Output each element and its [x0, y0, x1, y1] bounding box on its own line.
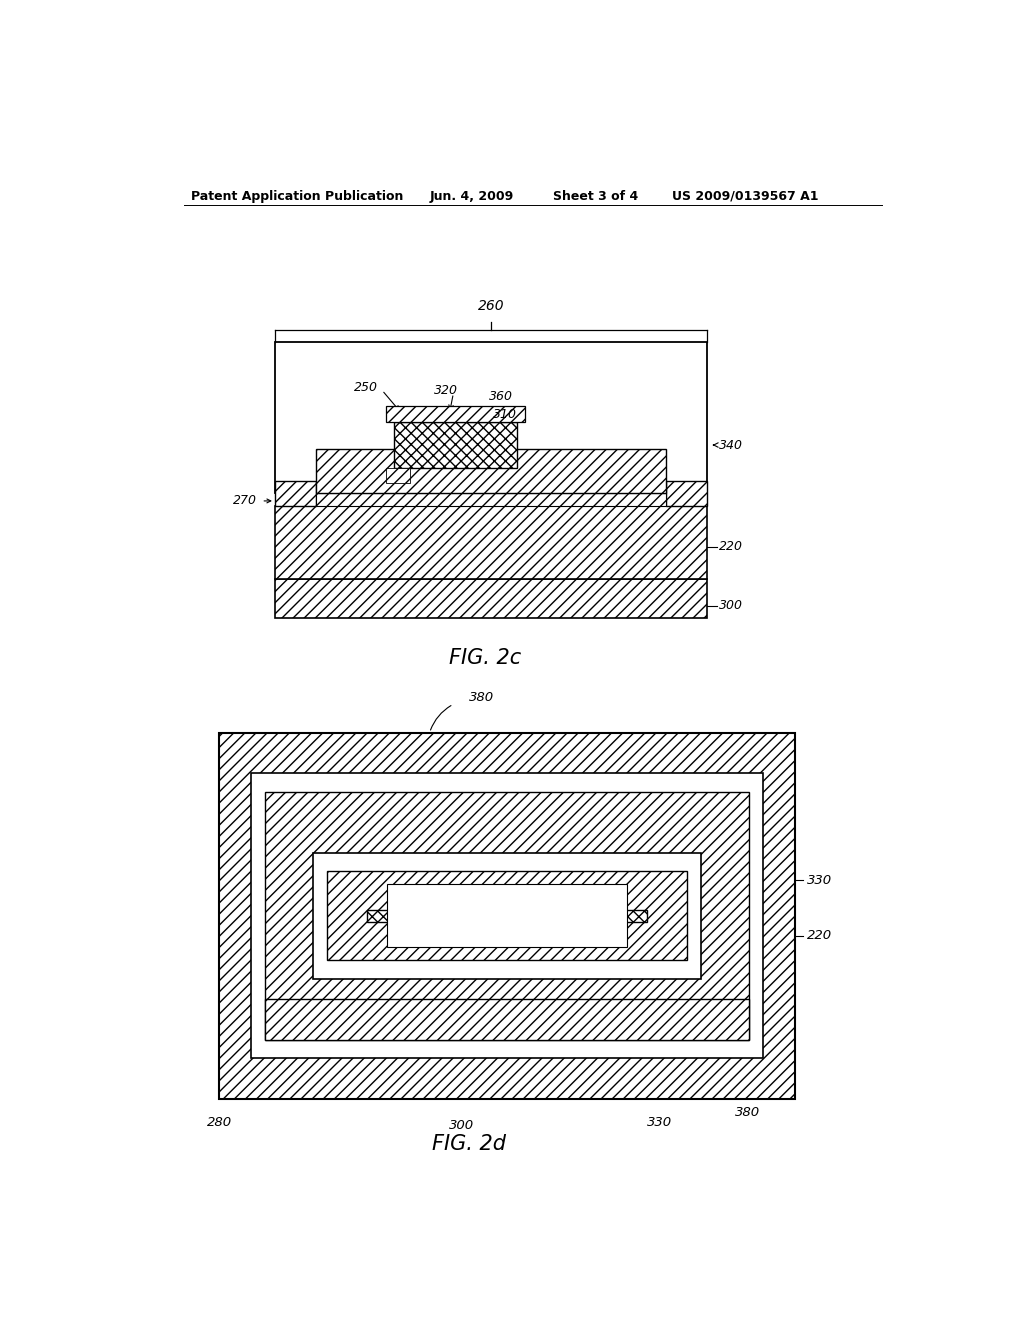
Bar: [328, 871, 687, 961]
Bar: [666, 480, 708, 506]
Text: Sheet 3 of 4: Sheet 3 of 4: [553, 190, 638, 202]
Bar: [219, 733, 795, 1098]
Text: 220: 220: [719, 540, 743, 553]
Bar: [274, 342, 708, 492]
Text: Patent Application Publication: Patent Application Publication: [191, 190, 403, 202]
Bar: [265, 999, 749, 1040]
Text: 320: 320: [433, 384, 458, 396]
Text: 250: 250: [354, 380, 378, 393]
Text: Jun. 4, 2009: Jun. 4, 2009: [430, 190, 514, 202]
Bar: [386, 469, 410, 483]
Bar: [367, 909, 647, 921]
Text: 300: 300: [719, 599, 743, 612]
Text: 380: 380: [469, 692, 495, 704]
Text: 300: 300: [449, 1119, 474, 1131]
Bar: [316, 449, 666, 492]
Bar: [265, 792, 749, 1040]
Text: US 2009/0139567 A1: US 2009/0139567 A1: [672, 190, 818, 202]
Bar: [394, 421, 517, 469]
Text: 220: 220: [807, 929, 831, 942]
Text: 260: 260: [478, 298, 505, 313]
Text: 380: 380: [735, 1106, 760, 1118]
Bar: [386, 407, 524, 421]
Text: 340: 340: [719, 438, 743, 451]
Bar: [387, 884, 627, 948]
Bar: [274, 480, 316, 506]
Text: FIG. 2d: FIG. 2d: [432, 1134, 506, 1154]
Bar: [316, 492, 666, 506]
Text: 310: 310: [494, 408, 517, 421]
Text: FIG. 2c: FIG. 2c: [449, 648, 521, 668]
Text: 330: 330: [647, 1115, 673, 1129]
Bar: [251, 774, 763, 1057]
Text: 330: 330: [807, 874, 831, 887]
Text: 270: 270: [233, 495, 257, 507]
Bar: [274, 579, 708, 618]
Text: 360: 360: [489, 389, 513, 403]
Text: 280: 280: [207, 1115, 231, 1129]
Bar: [274, 506, 708, 579]
Bar: [313, 853, 701, 978]
